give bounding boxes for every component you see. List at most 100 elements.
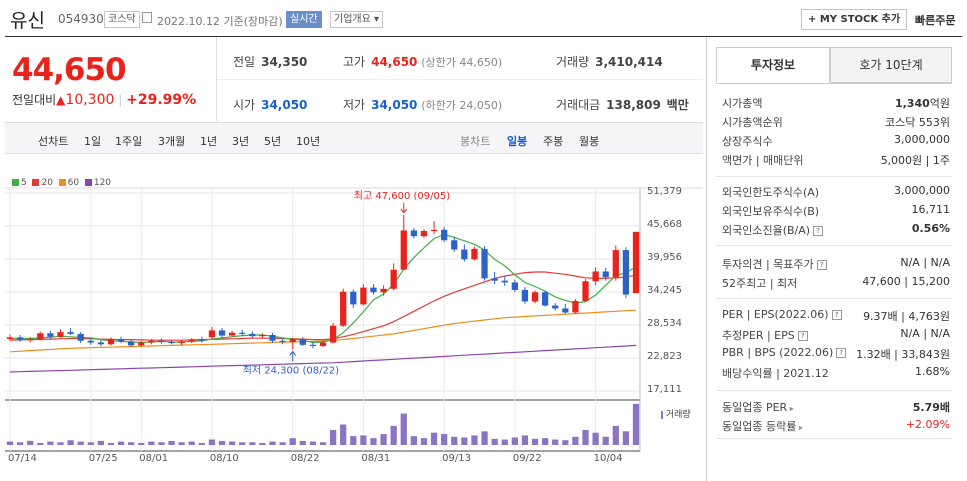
candle-body bbox=[501, 280, 508, 283]
candle-body bbox=[178, 341, 185, 344]
volume-bar bbox=[531, 438, 539, 445]
candle-body bbox=[208, 330, 216, 338]
company-overview-button[interactable]: 기업개요 ▾ bbox=[330, 11, 384, 28]
help-icon[interactable]: ? bbox=[836, 348, 847, 358]
volume-bar bbox=[158, 442, 165, 445]
volume-bar bbox=[57, 442, 64, 445]
info-row: 외국인소진율(B/A)? 0.56% bbox=[722, 222, 950, 238]
help-icon[interactable]: ? bbox=[831, 310, 842, 320]
info-value: 5.79배 bbox=[912, 401, 950, 414]
chevron-down-icon: ▾ bbox=[374, 14, 380, 25]
candle-body bbox=[239, 332, 246, 334]
candle-body bbox=[622, 250, 630, 295]
candle-body bbox=[128, 341, 135, 346]
volume-bar bbox=[430, 432, 438, 445]
volume-bar bbox=[47, 441, 54, 445]
tab-invest-info[interactable]: 투자정보 bbox=[716, 47, 830, 83]
candle-body bbox=[138, 342, 145, 346]
help-icon[interactable]: ? bbox=[797, 331, 808, 341]
period-1y[interactable]: 1년 bbox=[200, 135, 218, 148]
candle-body bbox=[360, 287, 367, 305]
info-row: 52주최고 | 최저 47,600 | 15,200 bbox=[722, 275, 950, 291]
volume-bar bbox=[582, 429, 589, 445]
help-icon[interactable]: ? bbox=[816, 260, 827, 270]
header-divider bbox=[5, 36, 962, 37]
period-1d[interactable]: 1일 bbox=[84, 135, 102, 148]
ma-legend: 5 20 60 120 bbox=[12, 178, 111, 188]
candle-body bbox=[158, 340, 165, 342]
info-row: PBR | BPS (2022.06)? 1.32배 | 33,843원 bbox=[722, 346, 950, 361]
volume-bar bbox=[299, 440, 306, 445]
help-icon[interactable]: ? bbox=[813, 226, 824, 236]
stock-name: 유신 bbox=[10, 10, 45, 32]
volume-bar bbox=[117, 441, 125, 445]
period-3m[interactable]: 3개월 bbox=[158, 135, 186, 148]
info-label: 외국인소진율(B/A) bbox=[722, 224, 811, 237]
tab-underline bbox=[716, 83, 952, 84]
candle-body bbox=[77, 333, 84, 341]
info-value: N/A | N/A bbox=[900, 327, 950, 340]
x-tick-label: 08/10 bbox=[209, 453, 239, 464]
period-3y[interactable]: 3년 bbox=[232, 135, 250, 148]
y-tick-label: 51,379 bbox=[647, 186, 682, 197]
period-5y[interactable]: 5년 bbox=[264, 135, 282, 148]
volume-bar bbox=[451, 436, 458, 445]
volume-bar bbox=[269, 441, 276, 445]
candle-body bbox=[299, 339, 306, 345]
candle-body bbox=[370, 287, 377, 293]
volume-bar bbox=[340, 424, 347, 445]
info-value: 1,340억원 bbox=[894, 97, 950, 110]
volume-bar bbox=[67, 440, 74, 445]
add-mystock-button[interactable]: + MY STOCK 추가 bbox=[801, 9, 908, 30]
x-tick-label: 08/22 bbox=[290, 453, 320, 464]
info-label: PER | EPS(2022.06) bbox=[722, 308, 829, 321]
candle-body bbox=[319, 342, 327, 346]
quick-order-button[interactable]: 빠른주문 bbox=[915, 14, 956, 27]
info-divider bbox=[716, 298, 952, 299]
info-row: 시가총액 1,340억원 bbox=[722, 95, 950, 111]
candle-body bbox=[57, 332, 64, 337]
volume-bar bbox=[77, 441, 84, 445]
volume-bar bbox=[612, 425, 619, 445]
volume-bar bbox=[441, 434, 448, 445]
candle-body bbox=[198, 339, 205, 341]
volume-bar bbox=[128, 442, 135, 445]
realtime-badge[interactable]: 실시간 bbox=[286, 11, 322, 28]
info-value: 3,000,000 bbox=[894, 133, 950, 146]
candle-weekly[interactable]: 주봉 bbox=[543, 135, 564, 148]
volume-bar bbox=[350, 436, 357, 445]
volume-bar bbox=[239, 442, 246, 445]
volume-bar bbox=[289, 438, 296, 445]
period-10y[interactable]: 10년 bbox=[296, 135, 321, 148]
candle-body bbox=[37, 333, 44, 340]
calendar-icon bbox=[142, 12, 152, 23]
x-tick-label: 08/01 bbox=[139, 453, 169, 464]
price-chart[interactable]: 최고 47,600 (09/05) 최저 24,300 (08/22) bbox=[0, 154, 704, 481]
info-row: 상장주식수 3,000,000 bbox=[722, 133, 950, 149]
x-tick-label: 09/13 bbox=[442, 453, 471, 464]
y-tick-label: 34,245 bbox=[647, 285, 682, 296]
x-tick-label: 07/25 bbox=[88, 453, 118, 464]
candle-body bbox=[289, 339, 296, 342]
change-pct: +29.99% bbox=[126, 92, 197, 108]
volume-bar bbox=[400, 413, 407, 445]
info-value: 5,000원 | 1주 bbox=[880, 154, 950, 167]
up-arrow-icon: ▲ bbox=[56, 93, 66, 107]
line-chart-label[interactable]: 선차트 bbox=[38, 135, 69, 148]
volume-bar bbox=[97, 440, 105, 445]
candle-monthly[interactable]: 월봉 bbox=[579, 135, 600, 148]
volume-bar bbox=[552, 439, 559, 445]
volume-bar bbox=[461, 437, 468, 445]
tab-order-book[interactable]: 호가 10단계 bbox=[830, 47, 952, 83]
candle-body bbox=[430, 229, 438, 232]
info-row: 외국인한도주식수(A) 3,000,000 bbox=[722, 184, 950, 200]
volume-legend: 거래량 bbox=[661, 407, 691, 420]
period-1w[interactable]: 1주일 bbox=[115, 135, 143, 148]
period-bar bbox=[5, 122, 703, 154]
low-annotation: 최저 24,300 (08/22) bbox=[243, 364, 339, 376]
change-label: 전일대비 bbox=[12, 93, 57, 107]
volume-bar bbox=[380, 434, 387, 445]
company-overview-label: 기업개요 bbox=[334, 14, 371, 25]
volume-bar bbox=[491, 438, 498, 445]
candle-daily[interactable]: 일봉 bbox=[507, 135, 528, 148]
